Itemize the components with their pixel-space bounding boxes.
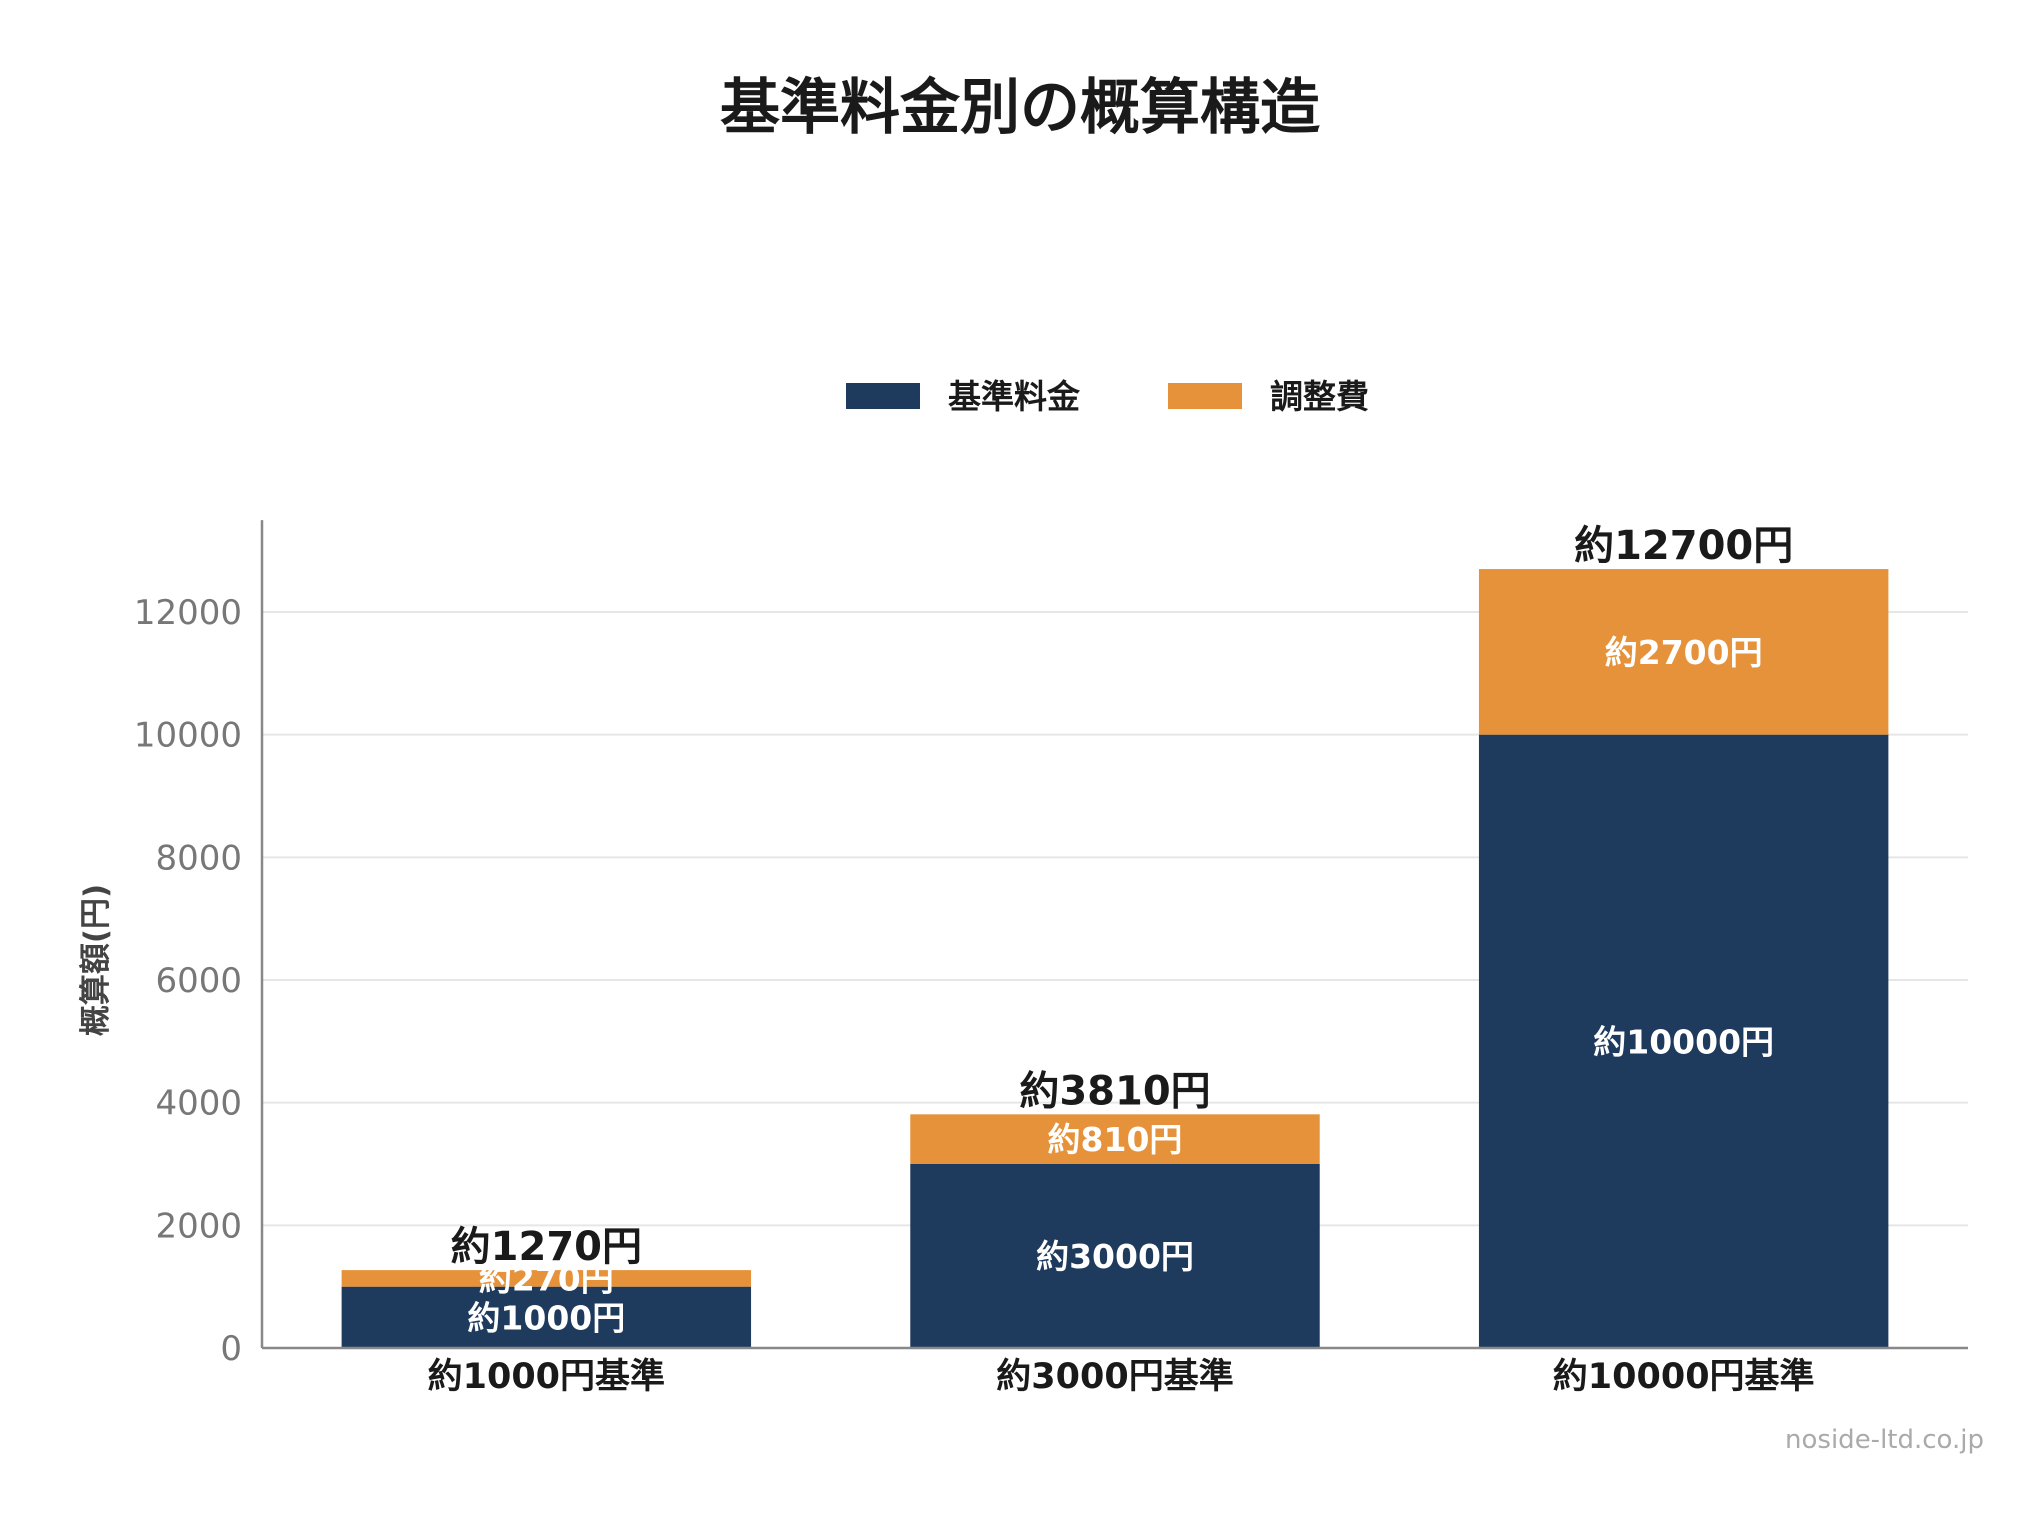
total-value-label: 約12700円 [1574,523,1793,569]
x-tick-label: 約3000円基準 [996,1357,1233,1397]
segment-value-label: 約10000円 [1593,1022,1774,1061]
bar-segment [910,1114,1320,1164]
bar-segment [1478,734,1889,1348]
total-value-label: 約1270円 [451,1224,642,1270]
bar-segment [910,1164,1320,1348]
y-tick-label: 12000 [134,593,242,633]
bar-segment [341,1270,752,1287]
y-tick-label: 8000 [155,838,242,878]
segment-value-label: 約270円 [479,1259,614,1298]
segment-value-label: 約3000円 [1036,1237,1194,1276]
x-tick-labels: 約1000円基準 約3000円基準 約10000円基準 [428,1357,1815,1397]
y-tick-label: 6000 [155,961,242,1001]
total-value-label: 約3810円 [1019,1068,1210,1114]
y-tick-label: 4000 [155,1084,242,1124]
y-tick-label: 10000 [134,716,242,756]
y-tick-label: 0 [220,1329,242,1369]
axes [260,520,1968,1350]
source-credit: noside-ltd.co.jp [1785,1425,1984,1455]
x-tick-label: 約10000円基準 [1553,1357,1815,1397]
segment-value-label: 約1000円 [467,1298,625,1337]
legend-swatch-adjustment-fee [1168,383,1242,409]
bar-segment [1478,569,1889,735]
legend-swatch-base-fee [846,383,920,409]
segment-value-label: 約2700円 [1605,633,1763,672]
legend: 基準料金 調整費 [846,377,1369,416]
bar-segment [341,1286,752,1348]
y-tick-labels: 0 2000 4000 6000 8000 10000 12000 [134,593,242,1369]
chart-title: 基準料金別の概算構造 [720,73,1320,143]
x-tick-label: 約1000円基準 [428,1357,665,1397]
legend-label-base-fee: 基準料金 [948,377,1081,416]
bars [341,569,1889,1348]
segment-value-label: 約810円 [1048,1120,1183,1159]
legend-label-adjustment-fee: 調整費 [1270,377,1369,416]
y-tick-label: 2000 [155,1206,242,1246]
y-axis-label: 概算額(円) [78,884,114,1036]
